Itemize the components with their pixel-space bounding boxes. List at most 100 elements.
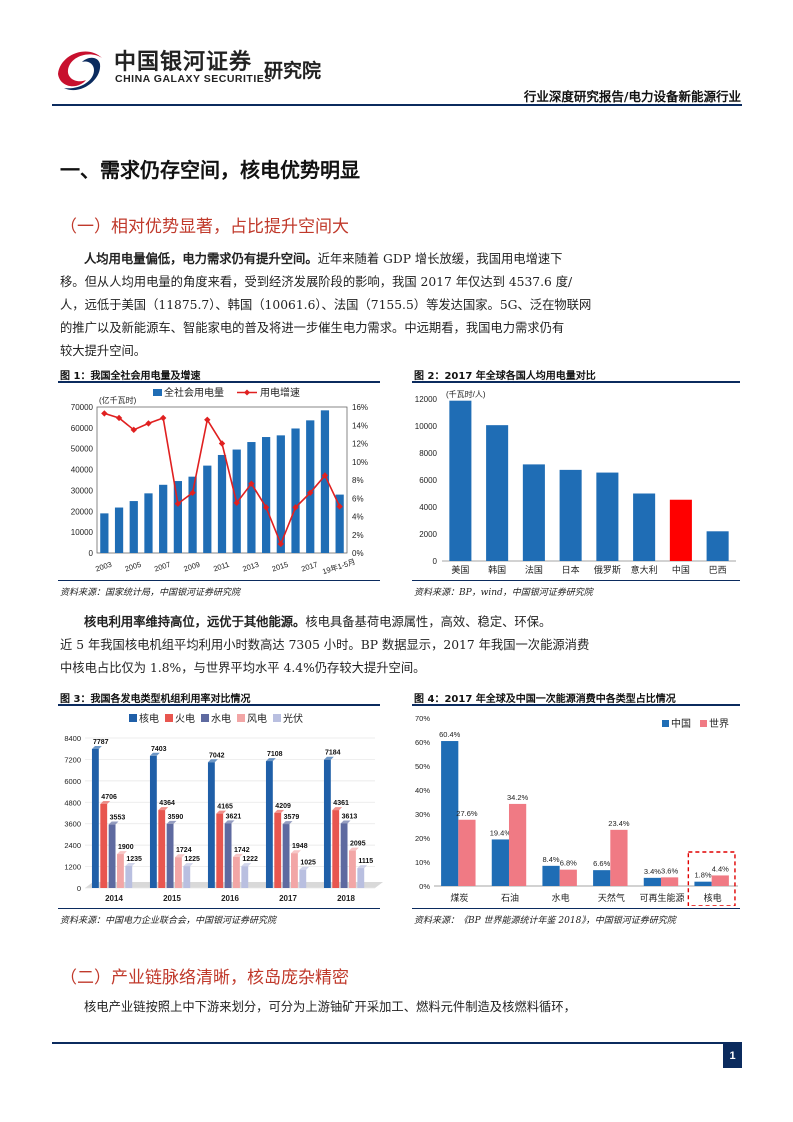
figure-2-source: 资料来源：BP，wind，中国银河证券研究院 (414, 588, 593, 598)
bar (711, 875, 729, 886)
paragraph-1-line: 人，远低于美国（11875.7）、韩国（10061.6）、法国（7155.5）等… (60, 298, 592, 312)
figure-2-bottom-rule (412, 580, 740, 581)
y-tick-label: 2400 (64, 841, 81, 850)
figure-2-chart: (千瓦时/人) 0 2000 4000 6000 8000 10000 12000 美国 韩国 法国… (415, 389, 736, 575)
footer-divider (52, 1042, 742, 1044)
bar (441, 741, 459, 886)
y2-tick-label: 10% (352, 458, 368, 467)
data-label: 4706 (101, 794, 117, 801)
data-label: 7108 (267, 751, 283, 758)
y2-tick-label: 12% (352, 440, 368, 449)
bar-top (274, 809, 285, 813)
bar-top (224, 820, 235, 824)
legend-label: 核电 (139, 712, 159, 725)
data-label: 6.8% (560, 859, 577, 868)
data-label: 4165 (217, 804, 233, 811)
bar (332, 810, 340, 888)
data-label: 1025 (300, 860, 316, 867)
bar (159, 484, 168, 553)
y-tick-label: 70% (415, 714, 430, 723)
section-title: 一、需求仍存空间，核电优势明显 (60, 158, 360, 182)
x-tick-label: 意大利 (631, 564, 658, 575)
data-label: 7042 (209, 752, 225, 759)
line-point (321, 472, 329, 479)
data-label: 1742 (234, 847, 250, 854)
paragraph-2: 核电利用率维持高位，远优于其他能源。核电具备基荷电源属性，高效、稳定、环保。 近… (60, 610, 750, 680)
y-tick-label: 0 (89, 549, 94, 558)
y-tick-label: 30000 (71, 486, 94, 495)
paragraph-3: 核电产业链按照上中下游来划分，可分为上游铀矿开采加工、燃料元件制造及核燃料循环， (60, 996, 750, 1019)
bar (265, 761, 273, 888)
data-label: 7184 (325, 750, 341, 757)
paragraph-1: 人均用电量偏低，电力需求仍有提升空间。近年来随着 GDP 增长放缓，我国用电增速… (60, 247, 750, 363)
bar (129, 501, 138, 553)
y-tick-label: 30% (415, 810, 430, 819)
bar (610, 829, 628, 886)
figure-3-bottom-rule (58, 908, 380, 909)
legend-marker (244, 389, 250, 396)
unit-label: (千瓦时/人) (446, 389, 486, 399)
subsection-title-2: （二）产业链脉络清晰，核岛庞杂精密 (60, 968, 349, 988)
bar-top (216, 810, 227, 814)
bar (491, 839, 509, 886)
data-label: 7787 (93, 739, 109, 746)
bar (593, 870, 611, 886)
bar (149, 755, 157, 888)
data-label: 7403 (151, 746, 167, 753)
page-number: 1 (723, 1044, 742, 1068)
figure-1-rule (58, 381, 380, 383)
bar (207, 762, 215, 888)
paragraph-2-bold: 核电利用率维持高位，远优于其他能源。 (84, 614, 306, 629)
bar (486, 425, 509, 561)
line-point (189, 489, 196, 496)
legend-label: 世界 (709, 718, 729, 730)
y-tick-label: 10000 (415, 422, 438, 431)
data-label: 2095 (350, 841, 366, 848)
logo-institute: 研究院 (264, 60, 322, 82)
line-point (336, 503, 343, 510)
y-tick-label: 12000 (415, 395, 438, 404)
legend-label: 光伏 (283, 712, 303, 725)
bar (291, 853, 298, 888)
data-label: 1222 (242, 856, 258, 863)
bar (173, 481, 182, 553)
legend-label: 全社会用电量 (164, 386, 224, 399)
x-tick-label: 俄罗斯 (594, 564, 621, 575)
figure-3-chart: 0 1200 2400 3600 4800 6000 7200 8400 7787 4706 355… (64, 712, 383, 903)
data-label: 23.4% (608, 819, 630, 828)
data-label: 3.4% (644, 867, 661, 876)
line-point (307, 489, 314, 496)
bar (183, 866, 191, 888)
y2-tick-label: 14% (352, 421, 368, 430)
bar (323, 759, 331, 888)
y-tick-label: 8400 (64, 734, 81, 743)
line-point (145, 420, 152, 427)
data-label: 4.4% (712, 864, 729, 873)
paragraph-3-line: 核电产业链按照上中下游来划分，可分为上游铀矿开采加工、燃料元件制造及核燃料循环， (84, 1000, 576, 1014)
line-point (174, 500, 182, 507)
bar-top (117, 851, 127, 855)
y2-tick-label: 6% (352, 494, 364, 503)
figure-3-source: 资料来源：中国电力企业联合会，中国银河证券研究院 (60, 916, 277, 926)
legend-swatch (201, 714, 209, 722)
y-tick-label: 4000 (419, 503, 437, 512)
data-label: 3553 (110, 815, 126, 822)
bar (335, 494, 344, 553)
x-tick-label: 19年1-5月 (321, 556, 357, 576)
figure-2-rule (412, 381, 740, 383)
x-tick-label: 美国 (451, 564, 469, 575)
bar-top (282, 821, 293, 825)
data-label: 4361 (333, 800, 349, 807)
x-tick-label: 2015 (271, 560, 290, 574)
x-tick-label: 巴西 (709, 565, 727, 575)
data-label: 1.8% (694, 871, 711, 880)
bar (706, 531, 729, 561)
bar (217, 454, 227, 553)
bar-top (265, 758, 276, 762)
y-tick-label: 10000 (71, 528, 94, 537)
bar (669, 499, 692, 561)
bar-top (357, 865, 368, 869)
bar (694, 881, 712, 886)
bar-top (108, 821, 119, 825)
paragraph-1-line: 移。但从人均用电量的角度来看，受到经济发展阶段的影响，我国 2017 年仅达到 … (60, 275, 573, 289)
